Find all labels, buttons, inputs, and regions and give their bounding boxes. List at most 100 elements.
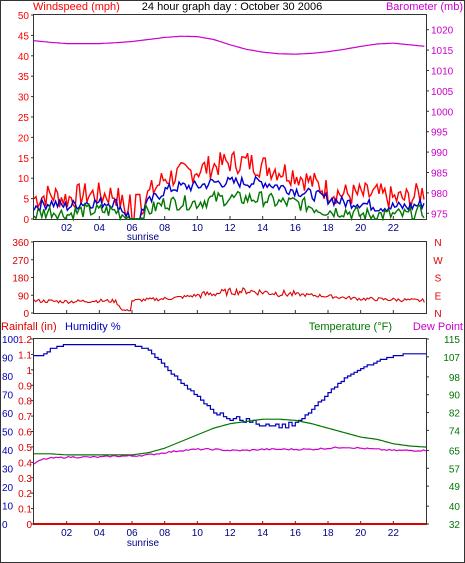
barometer-tick-label: 985 [431,168,448,179]
barometer-ticks: 975 980 985 990 995 1000 1005 1010 1015 1020 [426,26,454,220]
hour-tick-label: 20 [355,528,367,539]
wind-direction-plot-area [33,241,427,314]
humidity-line [34,344,426,429]
humidity-tick-label: 70 [2,391,14,402]
hour-tick-label: 16 [290,223,302,234]
rainfall-tick-label: 0.4 [18,458,32,469]
hour-tick-label: 10 [192,223,204,234]
temperature-tick-label: 65 [449,446,461,457]
windspeed-tick-label: 50 [18,11,30,22]
hour-tick-label: 04 [94,528,106,539]
windspeed-tick-label: 35 [18,72,30,83]
windspeed-tick-label: 5 [23,195,29,206]
hour-tick-label: 04 [94,223,106,234]
windspeed-tick-label: 25 [18,113,30,124]
wind-low-line [33,189,425,222]
barometer-tick-label: 975 [431,209,448,220]
rainfall-tick-label: 0.8 [18,397,32,408]
rain-humidity-temp-panel: Rainfall (in) Humidity % Temperature (°F… [1,321,463,549]
barometer-tick-label: 990 [431,148,448,159]
direction-degree-label: 90 [18,291,30,302]
humidity-tick-label: 90 [2,354,14,365]
temperature-tick-label: 57 [449,464,461,475]
rain-temp-hour-ticks: 02 04 06 08 10 12 14 16 18 20 22 [61,521,399,539]
wind-baro-hour-ticks: 02 04 06 08 10 12 14 16 18 20 22 [61,216,399,234]
direction-degree-ticks: 0 90 180 270 360 [12,238,34,320]
rainfall-tick-label: 1.2 [18,335,32,346]
direction-degree-label: 360 [12,238,29,249]
rain-humidity-temp-series [33,344,427,525]
humidity-tick-label: 30 [2,465,14,476]
hour-tick-label: 18 [322,528,334,539]
hour-tick-label: 12 [224,528,236,539]
wind-avg-line [33,175,425,220]
hour-tick-label: 08 [159,528,171,539]
hour-tick-label: 06 [126,528,138,539]
barometer-tick-label: 980 [431,189,448,200]
rainfall-tick-label: 0.7 [18,412,32,423]
rainfall-tick-label: 0.5 [18,443,32,454]
wind-gust-line [33,150,425,220]
hour-tick-label: 08 [159,223,171,234]
compass-direction-label: E [435,291,442,302]
compass-direction-label: N [434,309,441,320]
rainfall-tick-label: 1 [26,366,32,377]
wind-direction-line [33,286,425,312]
temperature-tick-label: 40 [449,502,461,513]
humidity-tick-label: 100 [2,335,19,346]
wind-baro-panel: Windspeed (mph) 24 hour graph day : Octo… [18,1,463,243]
humidity-tick-label: 60 [2,409,14,420]
temperature-tick-label: 98 [449,373,461,384]
dewpoint-axis-label: Dew Point [413,321,463,333]
barometer-tick-label: 1015 [431,46,454,57]
rainfall-ticks: 0 0.1 0.2 0.3 0.4 0.5 0.6 0.7 0.8 0.9 1 1.1 1.2 [18,335,34,531]
graph-title: 24 hour graph day : October 30 2006 [142,1,322,13]
hour-tick-label: 06 [126,223,138,234]
temperature-tick-label: 82 [449,409,461,420]
rainfall-tick-label: 0.6 [18,428,32,439]
temperature-tick-label: 49 [449,482,461,493]
humidity-tick-label: 0 [2,520,8,531]
barometer-tick-label: 1020 [431,26,454,37]
humidity-tick-label: 50 [2,428,14,439]
barometer-tick-label: 1010 [431,66,454,77]
sunrise-label: sunrise [127,232,160,243]
windspeed-tick-label: 30 [18,93,30,104]
humidity-tick-label: 20 [2,483,14,494]
hour-tick-label: 14 [257,223,269,234]
dewpoint-line [33,446,427,465]
rainfall-tick-label: 1.1 [18,350,32,361]
temperature-tick-label: 115 [444,335,460,346]
hour-tick-label: 02 [61,223,73,234]
humidity-tick-label: 10 [2,502,14,513]
direction-degree-label: 0 [23,309,29,320]
humidity-ticks: 0 10 20 30 40 50 60 70 80 90 100 [2,335,19,531]
windspeed-tick-label: 10 [18,174,30,185]
windspeed-ticks: 0 5 10 15 20 25 30 35 40 45 50 [18,11,34,226]
windspeed-tick-label: 40 [18,52,30,63]
humidity-tick-label: 80 [2,372,14,383]
hour-tick-label: 20 [355,223,367,234]
direction-series [33,286,425,312]
temperature-ticks: 32 40 49 57 65 74 82 90 98 107 115 [426,335,460,531]
humidity-axis-label: Humidity % [65,321,121,333]
temperature-tick-label: 32 [449,520,461,531]
hour-tick-label: 12 [224,223,236,234]
wind-baro-series [33,35,425,222]
rainfall-tick-label: 0.1 [18,505,32,516]
hour-tick-label: 18 [322,223,334,234]
temperature-tick-label: 107 [443,353,460,364]
windspeed-axis-label: Windspeed (mph) [33,1,120,13]
hour-tick-label: 14 [257,528,269,539]
temperature-tick-label: 90 [449,391,461,402]
compass-direction-label: N [434,238,441,249]
compass-direction-label: S [435,274,442,285]
sunrise-label-bottom: sunrise [127,538,160,549]
humidity-tick-label: 40 [2,446,14,457]
hour-tick-label: 22 [388,223,400,234]
rainfall-tick-label: 0.9 [18,381,32,392]
barometer-axis-label: Barometer (mb) [386,1,463,13]
